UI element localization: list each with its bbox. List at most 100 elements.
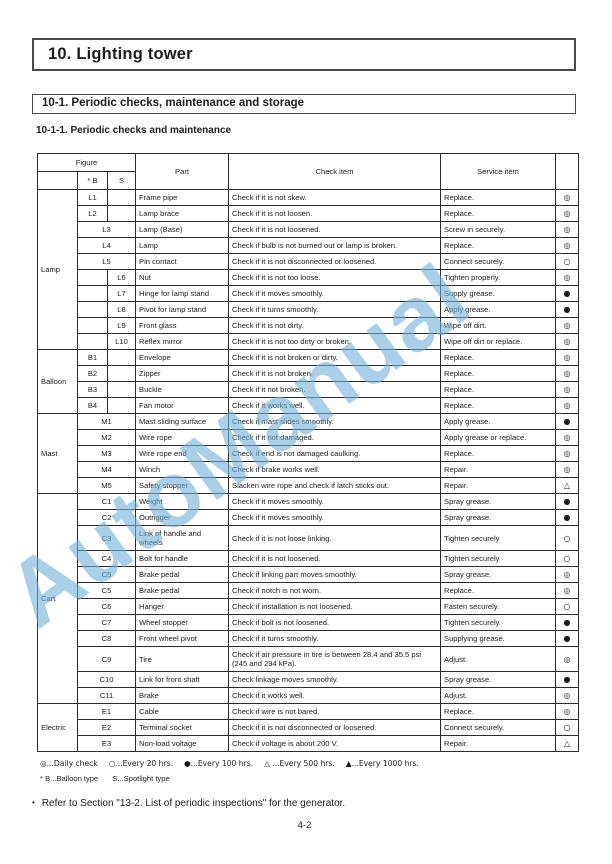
part-cell: Lamp (Base) <box>135 221 229 238</box>
interval-symbol: △ <box>555 477 579 494</box>
table-row: B3 Buckle Check if it not broken. Replace. ◎ <box>38 381 579 398</box>
figure-ref-cell: C7 <box>77 614 136 631</box>
figure-ref-cell: L10 <box>107 333 136 350</box>
section-title-box: 10-1. Periodic checks, maintenance and s… <box>32 94 576 114</box>
figure-ref-cell: C4 <box>77 550 136 567</box>
figure-ref-cell: L3 <box>77 221 136 238</box>
check-item-cell: Check if it is not skew. <box>228 189 441 206</box>
interval-symbol: ◎ <box>555 205 579 222</box>
table-row: Cart C1 Weight Check if it moves smoothly. S… <box>37 493 579 704</box>
check-item-cell: Check if it moves smoothly. <box>228 509 441 526</box>
interval-symbol: ◎ <box>555 221 579 238</box>
part-cell: Front glass <box>135 317 229 334</box>
figure-ref-empty <box>107 349 136 366</box>
refer-note: • Refer to Section "13-2. List of period… <box>32 798 578 809</box>
table-row: L6 Nut Check if it is not too loose. Tighte… <box>38 269 579 286</box>
interval-symbol: ◎ <box>555 237 579 254</box>
table-row: L7 Hinge for lamp stand Check if it moves … <box>38 285 579 302</box>
part-cell: Brake <box>135 687 229 704</box>
figure-ref-cell: C10 <box>77 671 136 688</box>
legend-spotlight-type: S...Spotlight type <box>112 774 170 783</box>
check-item-cell: Check if it is not loosened. <box>228 550 441 567</box>
check-item-cell: Check if it works well. <box>228 397 441 414</box>
group-cell: Balloon <box>37 349 78 414</box>
part-cell: Brake pedal <box>135 566 229 583</box>
part-cell: Nut <box>135 269 229 286</box>
legend-balloon-type: * B...Balloon type <box>40 774 99 783</box>
service-item-cell: Fasten securely. <box>440 598 556 615</box>
check-item-cell: Check if it is not too loose. <box>228 269 441 286</box>
check-item-cell: Check if notch is not worn. <box>228 582 441 599</box>
table-row: L9 Front glass Check if it is not dirty. Wi… <box>38 317 579 334</box>
interval-symbol: ● <box>555 301 579 318</box>
interval-legend: ◎...Daily check ○...Every 20 hrs. ●...Ev… <box>40 759 578 768</box>
interval-symbol: ● <box>555 285 579 302</box>
figure-ref-cell: C5 <box>77 566 136 583</box>
service-item-cell: Connect securely. <box>440 253 556 270</box>
part-cell: Pivot for lamp stand <box>135 301 229 318</box>
part-cell: Mast sliding surface <box>135 413 229 430</box>
service-item-cell: Apply grease. <box>440 301 556 318</box>
service-item-cell: Screw in securely. <box>440 221 556 238</box>
service-item-cell: Supply grease. <box>440 285 556 302</box>
figure-ref-empty <box>77 317 108 334</box>
table-row: L3 Lamp (Base) Check if it is not loosened… <box>38 221 579 238</box>
part-cell: Link for front shaft <box>135 671 229 688</box>
interval-symbol: ○ <box>555 525 579 551</box>
service-item-cell: Tighten securely <box>440 550 556 567</box>
part-cell: Reflex mirror <box>135 333 229 350</box>
figure-ref-empty <box>77 301 108 318</box>
check-item-cell: Slacken wire rope and check if latch sti… <box>228 477 441 494</box>
service-item-cell: Apply grease. <box>440 413 556 430</box>
table-row: E2 Terminal socket Check if it is not disc… <box>38 719 579 736</box>
figure-ref-cell: B4 <box>77 397 108 414</box>
table-row: Balloon B1 Envelope Check if it is not brok… <box>37 349 579 414</box>
legend-100hrs: ●...Every 100 hrs. <box>183 759 254 768</box>
part-cell: Front wheel pivot <box>135 630 229 647</box>
table-row: C4 Bolt for handle Check if it is not loos… <box>38 550 579 567</box>
table-row: L4 Lamp Check if bulb is not burned out or… <box>38 237 579 254</box>
table-row: Electric E1 Cable Check if wire is not bare… <box>37 703 579 752</box>
figure-ref-cell: L8 <box>107 301 136 318</box>
bullet-icon: • <box>32 798 35 807</box>
table-row: B2 Zipper Check if it is not broken. Replac… <box>38 365 579 382</box>
service-item-cell: Replace. <box>440 365 556 382</box>
check-item-cell: Check if it is not disconnected or loose… <box>228 253 441 270</box>
figure-ref-cell: L7 <box>107 285 136 302</box>
table-row: C6 Hanger Check if installation is not loo… <box>38 598 579 615</box>
table-row: C7 Wheel stopper Check if bolt is not loos… <box>38 614 579 631</box>
service-item-cell: Replace. <box>440 205 556 222</box>
interval-symbol: ● <box>555 630 579 647</box>
table-row: C5 Brake pedal Check if linking part moves… <box>38 566 579 583</box>
part-cell: Wheel stopper <box>135 614 229 631</box>
part-cell: Wire rope end <box>135 445 229 462</box>
service-item-cell: Replace. <box>440 397 556 414</box>
figure-ref-cell: M2 <box>77 429 136 446</box>
check-item-cell: Check if it is not loosened. <box>228 221 441 238</box>
figure-ref-cell: C2 <box>77 509 136 526</box>
check-item-cell: Check if it is not loosen. <box>228 205 441 222</box>
table-header: Figure Part Check item Service item * B … <box>37 153 579 190</box>
group-cell: Cart <box>37 493 78 704</box>
interval-symbol: △ <box>555 735 579 752</box>
figure-ref-cell: M3 <box>77 445 136 462</box>
interval-symbol: ◎ <box>555 349 579 366</box>
legend-daily: ◎...Daily check <box>40 759 98 768</box>
legend-500hrs: △ ...Every 500 hrs. <box>264 759 335 768</box>
part-cell: Hanger <box>135 598 229 615</box>
part-cell: Buckle <box>135 381 229 398</box>
legend-1000hrs: ▲...Every 1000 hrs. <box>345 759 419 768</box>
interval-symbol: ● <box>555 493 579 510</box>
service-item-cell: Spray grease. <box>440 493 556 510</box>
service-item-cell: Replace. <box>440 381 556 398</box>
table-row: L10 Reflex mirror Check if it is not too d… <box>38 333 579 350</box>
part-cell: Lamp brace <box>135 205 229 222</box>
interval-symbol: ◎ <box>555 269 579 286</box>
figure-ref-cell: L2 <box>77 205 108 222</box>
figure-header: Figure <box>37 153 136 172</box>
service-item-cell: Tighten securely <box>440 525 556 551</box>
part-cell: Brake pedal <box>135 582 229 599</box>
interval-symbol: ● <box>555 509 579 526</box>
interval-symbol: ◎ <box>555 333 579 350</box>
